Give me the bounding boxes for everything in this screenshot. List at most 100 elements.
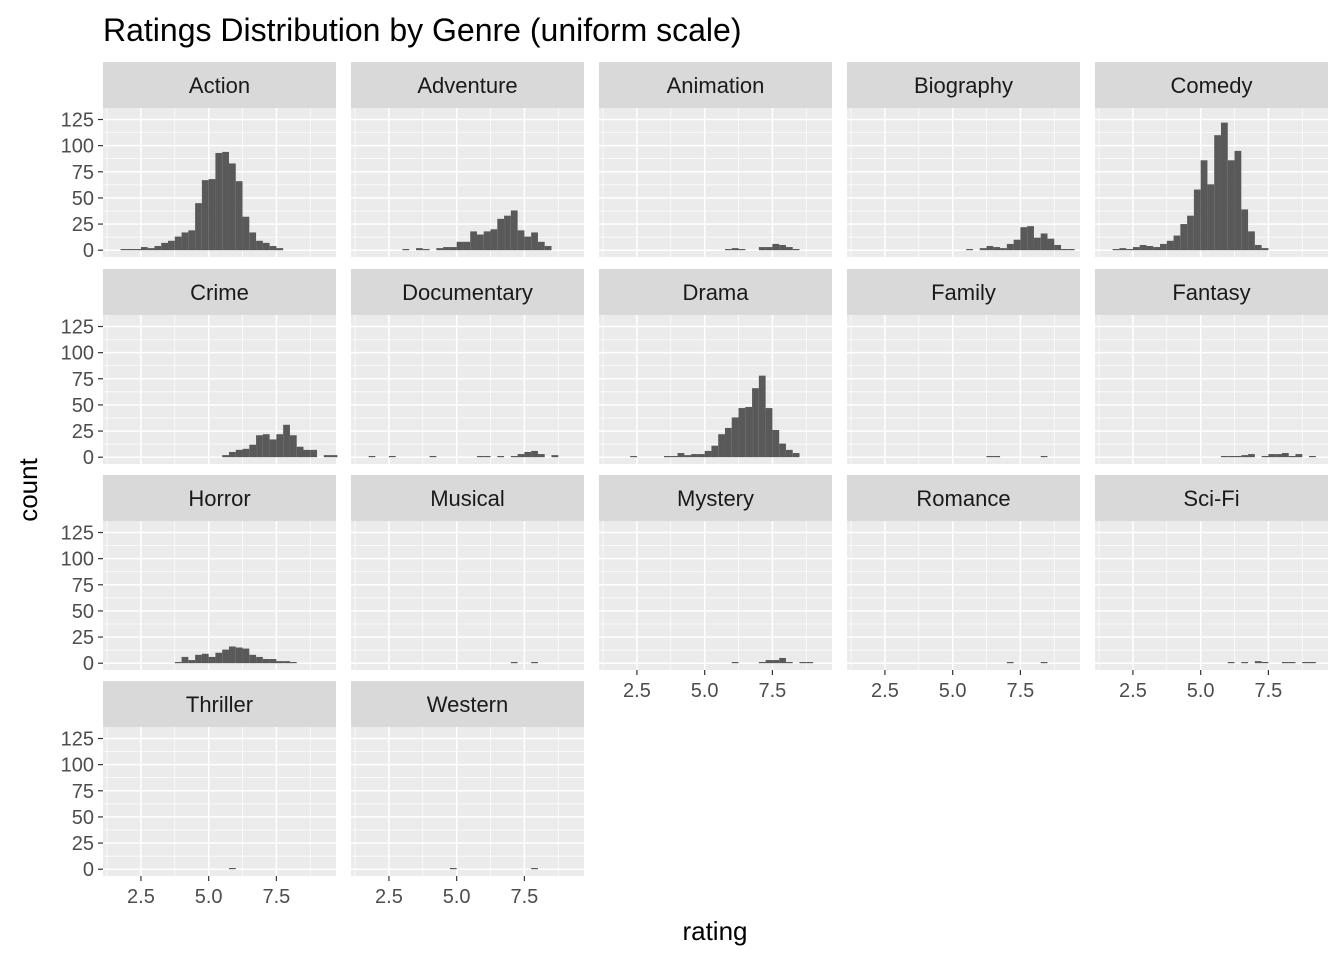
facet-horror: Horror 0 25 50 75 100 125 xyxy=(61,475,336,675)
facet-strip xyxy=(847,269,1080,315)
histogram-bar xyxy=(195,203,202,251)
y-tick-label: 25 xyxy=(72,421,94,443)
facet-label: Biography xyxy=(914,73,1013,98)
x-tick-label: 5.0 xyxy=(691,680,719,702)
histogram-bar xyxy=(262,434,270,458)
histogram-bar xyxy=(147,248,155,251)
histogram-bar xyxy=(134,249,141,251)
facet-strip xyxy=(351,269,584,315)
histogram-bar xyxy=(779,443,786,458)
facet-label: Documentary xyxy=(402,280,533,305)
histogram-bar xyxy=(1241,209,1249,251)
histogram-bar xyxy=(1248,454,1255,458)
histogram-bar xyxy=(758,247,766,251)
histogram-bar xyxy=(986,456,994,458)
y-tick-label: 50 xyxy=(72,601,94,623)
histogram-bar xyxy=(436,248,444,251)
histogram-bar xyxy=(1013,239,1021,251)
histogram-bar xyxy=(330,455,338,458)
histogram-bar xyxy=(483,456,491,458)
histogram-bar xyxy=(235,449,243,458)
histogram-bar xyxy=(966,249,973,251)
histogram-bar xyxy=(724,249,732,251)
histogram-bar xyxy=(1119,248,1127,251)
facet-label: Comedy xyxy=(1171,73,1253,98)
x-tick-label: 2.5 xyxy=(871,680,899,702)
facet-drama: Drama xyxy=(599,269,832,464)
histogram-bar xyxy=(1227,160,1235,251)
histogram-bar xyxy=(456,241,464,251)
y-tick-label: 75 xyxy=(72,575,94,597)
facet-strip xyxy=(847,475,1080,521)
y-tick-label: 100 xyxy=(61,343,94,365)
histogram-bar xyxy=(249,232,257,251)
histogram-bar xyxy=(504,215,511,251)
facet-panels: Action 0 25 50 75 100 125 Adventure Animation Bio… xyxy=(61,62,1328,908)
x-tick-label: 7.5 xyxy=(1254,680,1282,702)
histogram-bar xyxy=(1220,456,1228,458)
histogram-bar xyxy=(181,656,189,664)
histogram-bar xyxy=(256,240,263,251)
histogram-bar xyxy=(704,450,712,458)
histogram-bar xyxy=(765,247,773,251)
y-tick-label: 50 xyxy=(72,807,94,829)
facet-sci-fi: Sci-Fi 2.5 5.0 7.5 xyxy=(1095,475,1328,702)
facet-strip xyxy=(351,681,584,727)
histogram-bar xyxy=(1040,456,1048,458)
histogram-bar xyxy=(806,662,814,664)
facet-strip xyxy=(103,681,336,727)
histogram-bar xyxy=(772,660,780,664)
histogram-bar xyxy=(677,453,685,458)
histogram-bar xyxy=(1281,453,1289,458)
facet-family: Family xyxy=(847,269,1080,464)
facet-label: Crime xyxy=(190,280,249,305)
histogram-bar xyxy=(269,439,277,458)
histogram-bar xyxy=(449,868,457,870)
histogram-bar xyxy=(276,434,284,458)
histogram-bar xyxy=(1302,662,1310,664)
histogram-bar xyxy=(1275,454,1282,458)
histogram-bar xyxy=(215,652,223,664)
histogram-bar xyxy=(303,449,311,458)
facet-strip xyxy=(1095,62,1328,108)
panel-background xyxy=(351,108,584,257)
y-tick-label: 0 xyxy=(83,240,94,262)
histogram-bar xyxy=(765,660,773,664)
histogram-bar xyxy=(1241,455,1249,458)
histogram-bar xyxy=(524,236,532,251)
facet-strip xyxy=(1095,269,1328,315)
histogram-bar xyxy=(1173,235,1181,251)
x-tick-label: 7.5 xyxy=(1006,680,1034,702)
y-tick-label: 0 xyxy=(83,653,94,675)
facet-label: Adventure xyxy=(417,73,517,98)
histogram-bar xyxy=(242,448,250,458)
histogram-bar xyxy=(140,247,148,251)
panel-background xyxy=(847,521,1080,670)
facet-strip xyxy=(847,62,1080,108)
histogram-bar xyxy=(531,450,538,458)
histogram-bar xyxy=(691,454,698,458)
histogram-bar xyxy=(429,456,437,458)
histogram-bar xyxy=(1000,248,1007,251)
x-tick-label: 5.0 xyxy=(443,886,471,908)
y-tick-label: 125 xyxy=(61,317,94,339)
histogram-bar xyxy=(765,408,773,458)
histogram-bar xyxy=(195,654,202,664)
facet-strip xyxy=(103,269,336,315)
histogram-bar xyxy=(201,653,209,664)
panel-background xyxy=(351,521,584,670)
histogram-bar xyxy=(758,375,766,458)
histogram-bar xyxy=(731,248,739,251)
histogram-bar xyxy=(1047,238,1055,251)
panel-background xyxy=(599,315,832,464)
histogram-bar xyxy=(1234,150,1242,251)
chart-title: Ratings Distribution by Genre (uniform s… xyxy=(103,12,741,48)
y-tick-label: 50 xyxy=(72,395,94,417)
y-tick-label: 0 xyxy=(83,859,94,881)
histogram-bar xyxy=(1006,243,1014,251)
y-tick-label: 75 xyxy=(72,369,94,391)
histogram-bar xyxy=(283,661,290,664)
histogram-bar xyxy=(517,230,525,251)
histogram-bar xyxy=(1153,247,1161,251)
histogram-bar xyxy=(222,649,229,664)
